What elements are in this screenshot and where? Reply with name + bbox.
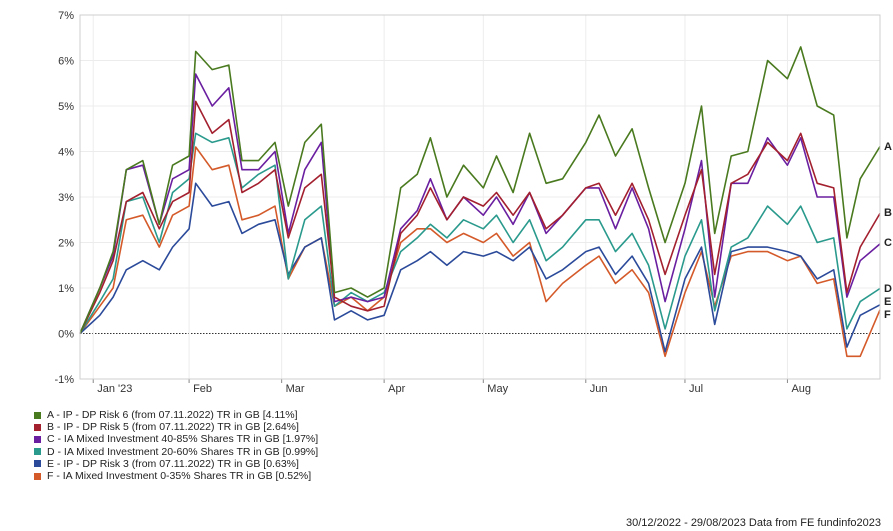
series-line-d bbox=[79, 132, 881, 334]
legend-swatch-a bbox=[34, 411, 41, 419]
legend-item-f[interactable]: F - IA Mixed Investment 0-35% Shares TR … bbox=[34, 470, 318, 482]
legend-item-c[interactable]: C - IA Mixed Investment 40-85% Shares TR… bbox=[34, 433, 318, 445]
y-tick-label: 6% bbox=[58, 56, 74, 68]
footer-date-range: 30/12/2022 - 29/08/2023 Data from FE fun… bbox=[625, 517, 881, 529]
legend-swatch-b bbox=[34, 423, 41, 431]
legend: A - IP - DP Risk 6 (from 07.11.2022) TR … bbox=[34, 409, 318, 482]
series-line-e bbox=[79, 182, 881, 353]
legend-item-e[interactable]: E - IP - DP Risk 3 (from 07.11.2022) TR … bbox=[34, 458, 318, 470]
legend-label-e: E - IP - DP Risk 3 (from 07.11.2022) TR … bbox=[47, 457, 299, 470]
y-tick-label: 0% bbox=[58, 329, 74, 341]
legend-item-b[interactable]: B - IP - DP Risk 5 (from 07.11.2022) TR … bbox=[34, 421, 318, 433]
x-tick-label: May bbox=[487, 383, 508, 395]
series-end-label-e: E bbox=[884, 296, 891, 308]
x-axis-labels: Jan '23 Feb Mar Apr May Jun Jul Aug bbox=[97, 383, 811, 395]
legend-label-f: F - IA Mixed Investment 0-35% Shares TR … bbox=[47, 470, 312, 483]
series-end-labels: A B C DEF bbox=[884, 141, 892, 321]
legend-item-d[interactable]: D - IA Mixed Investment 20-60% Shares TR… bbox=[34, 446, 318, 458]
series-end-label-c: C bbox=[884, 237, 892, 249]
series-end-label-d: D bbox=[884, 283, 892, 295]
y-tick-label: 1% bbox=[58, 283, 74, 295]
y-axis-labels: -1% 0% 1% 2% 3% 4% 5% 6% 7% bbox=[54, 10, 74, 386]
legend-label-a: A - IP - DP Risk 6 (from 07.11.2022) TR … bbox=[47, 409, 298, 421]
series-end-label-a: A bbox=[884, 141, 892, 153]
y-tick-label: 4% bbox=[58, 147, 74, 159]
y-tick-label: 3% bbox=[58, 192, 74, 204]
x-tick-label: Mar bbox=[286, 383, 305, 395]
grid bbox=[80, 15, 880, 383]
legend-label-d: D - IA Mixed Investment 20-60% Shares TR… bbox=[47, 445, 319, 458]
series-lines bbox=[79, 46, 881, 358]
x-tick-label: Apr bbox=[388, 383, 405, 395]
series-line-b bbox=[79, 100, 881, 334]
line-chart: -1%0%1%2%3%4%5%6%7% Jan '23 Feb Mar Apr May J… bbox=[54, 10, 892, 395]
legend-swatch-e bbox=[34, 460, 41, 468]
legend-swatch-f bbox=[34, 472, 41, 480]
series-end-label-b: B bbox=[884, 207, 892, 219]
x-tick-label: Jun bbox=[590, 383, 608, 395]
legend-label-b: B - IP - DP Risk 5 (from 07.11.2022) TR … bbox=[47, 421, 299, 434]
x-tick-label: Jan '23 bbox=[97, 383, 132, 395]
legend-item-a[interactable]: A - IP - DP Risk 6 (from 07.11.2022) TR … bbox=[34, 409, 318, 421]
y-tick-label: 5% bbox=[58, 101, 74, 113]
y-tick-label: 2% bbox=[58, 238, 74, 250]
x-tick-label: Aug bbox=[791, 383, 811, 395]
y-tick-label: -1% bbox=[54, 374, 74, 386]
x-tick-label: Jul bbox=[689, 383, 703, 395]
legend-label-c: C - IA Mixed Investment 40-85% Shares TR… bbox=[47, 433, 319, 446]
y-tick-label: 7% bbox=[58, 10, 74, 22]
legend-swatch-c bbox=[34, 436, 41, 443]
series-end-label-f: F bbox=[884, 309, 891, 321]
series-line-f bbox=[79, 146, 881, 358]
legend-swatch-d bbox=[34, 448, 41, 456]
series-line-a bbox=[79, 46, 881, 334]
plot-frame bbox=[79, 14, 881, 380]
x-tick-label: Feb bbox=[193, 383, 212, 395]
